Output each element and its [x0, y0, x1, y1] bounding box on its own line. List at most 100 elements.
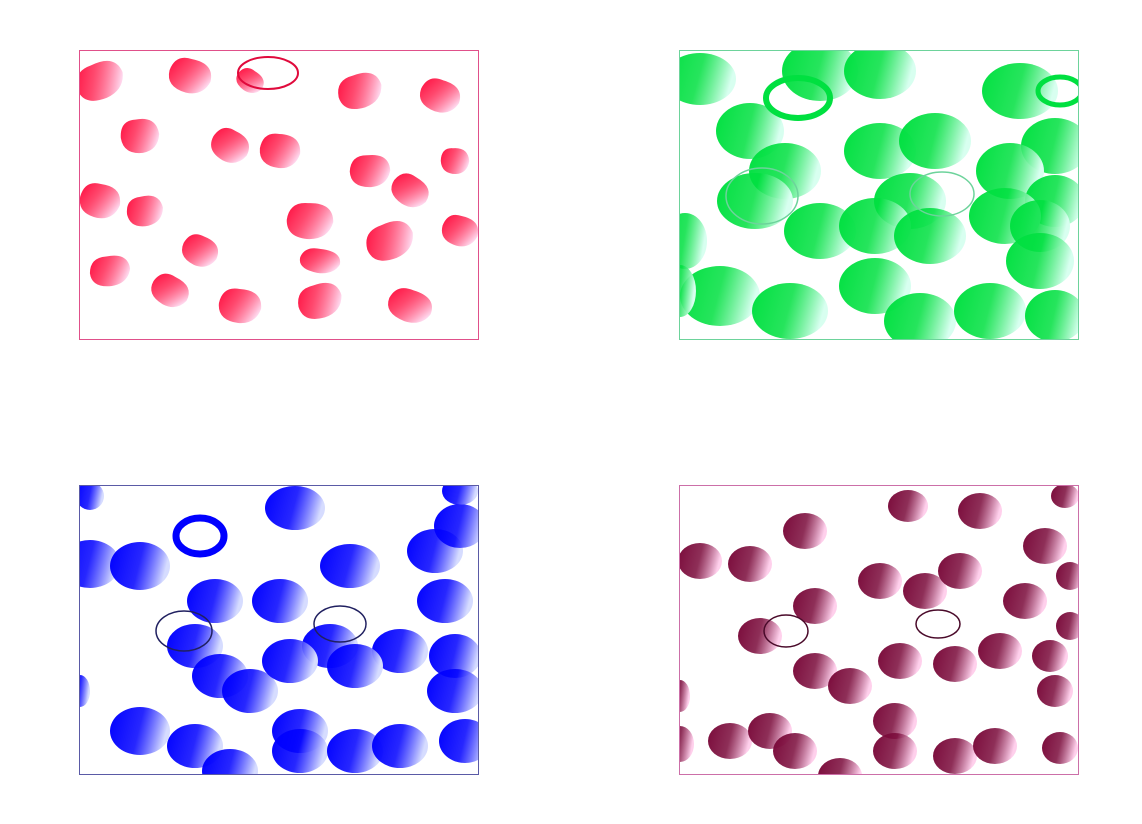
blue-blob — [80, 540, 120, 588]
red-blob — [80, 60, 123, 101]
green-ring — [909, 171, 975, 217]
red-blob — [299, 248, 341, 274]
pink-blob — [858, 563, 902, 599]
blue-blob — [80, 486, 104, 510]
blue-blob — [442, 486, 478, 505]
pink-blob — [680, 726, 694, 762]
blue-blob — [439, 719, 478, 763]
blue-sphere-render-panel — [79, 485, 479, 775]
pink-blob — [1003, 583, 1047, 619]
pink-blob — [903, 573, 947, 609]
green-blob — [844, 51, 916, 99]
pink-blob — [1032, 640, 1068, 672]
red-blob — [286, 202, 334, 240]
pink-blob — [938, 553, 982, 589]
green-blob — [954, 283, 1026, 339]
blue-blob — [372, 724, 428, 768]
blue-blob — [427, 669, 478, 713]
blue-ring — [313, 605, 367, 643]
blue-blob — [265, 486, 325, 530]
red-blob — [80, 183, 121, 219]
green-blob — [884, 293, 956, 339]
pink-blob — [933, 646, 977, 682]
green-blob — [680, 213, 707, 269]
green-blob — [982, 63, 1058, 119]
pink-blob — [878, 643, 922, 679]
red-blob — [298, 282, 342, 319]
green-sphere-render-panel — [679, 50, 1079, 340]
green-sphere-render-canvas — [680, 51, 1078, 339]
blue-blob — [202, 749, 258, 774]
pink-blob — [873, 703, 917, 739]
pink-blob — [738, 618, 782, 654]
red-blob — [388, 288, 432, 323]
pink-blob — [1023, 528, 1067, 564]
green-blob — [784, 203, 856, 259]
pink-sphere-render-panel — [679, 485, 1079, 775]
red-blob — [366, 221, 413, 261]
blue-ring — [155, 610, 213, 652]
green-blob — [782, 51, 858, 101]
red-blob — [338, 72, 382, 110]
red-blob — [126, 195, 163, 227]
blue-blob — [187, 579, 243, 623]
red-blob — [391, 173, 429, 208]
red-blob — [168, 57, 212, 94]
red-petal-render-panel — [79, 50, 479, 340]
red-blob — [218, 288, 262, 324]
pink-blob — [680, 543, 722, 579]
pink-blob — [873, 733, 917, 769]
green-blob — [844, 123, 916, 179]
pink-blob — [793, 653, 837, 689]
red-blob — [349, 154, 391, 188]
green-blob — [839, 258, 911, 314]
red-blob — [120, 118, 160, 154]
green-blob — [680, 266, 760, 326]
red-blob — [419, 78, 461, 113]
blue-blob — [372, 629, 428, 673]
green-blob — [680, 53, 736, 105]
pink-blob — [1056, 562, 1078, 590]
green-blob — [717, 173, 793, 229]
blue-blob — [327, 729, 383, 773]
pink-blob — [818, 758, 862, 774]
green-blob — [899, 113, 971, 169]
green-ring — [763, 75, 833, 121]
red-blob — [151, 273, 189, 308]
pink-blob — [708, 723, 752, 759]
red-blob — [89, 255, 131, 287]
pink-sphere-render-canvas — [680, 486, 1078, 774]
blue-blob — [434, 504, 478, 548]
pink-blob — [828, 668, 872, 704]
green-blob — [976, 143, 1044, 199]
pink-blob — [680, 680, 690, 712]
red-blob — [441, 214, 478, 247]
blue-ring — [172, 514, 228, 558]
red-blob — [259, 133, 301, 169]
blue-sphere-render-canvas — [80, 486, 478, 774]
pink-ring — [915, 609, 961, 639]
pink-blob — [728, 546, 772, 582]
blue-blob — [80, 675, 90, 707]
blue-blob — [222, 669, 278, 713]
green-blob — [839, 198, 911, 254]
green-blob — [716, 103, 784, 159]
pink-blob — [793, 588, 837, 624]
red-blob — [236, 68, 264, 93]
green-blob — [752, 283, 828, 339]
pink-blob — [773, 733, 817, 769]
red-blob — [211, 127, 249, 163]
green-blob — [894, 208, 966, 264]
pink-blob — [933, 738, 977, 774]
blue-blob — [110, 542, 170, 590]
blue-blob — [327, 644, 383, 688]
pink-blob — [1042, 732, 1078, 764]
pink-blob — [978, 633, 1022, 669]
red-blob — [440, 148, 470, 175]
blue-blob — [320, 544, 380, 588]
red-petal-render-canvas — [80, 56, 478, 324]
pink-blob — [1056, 612, 1078, 640]
green-blob — [1025, 290, 1078, 339]
pink-ring — [763, 614, 809, 648]
pink-blob — [973, 728, 1017, 764]
